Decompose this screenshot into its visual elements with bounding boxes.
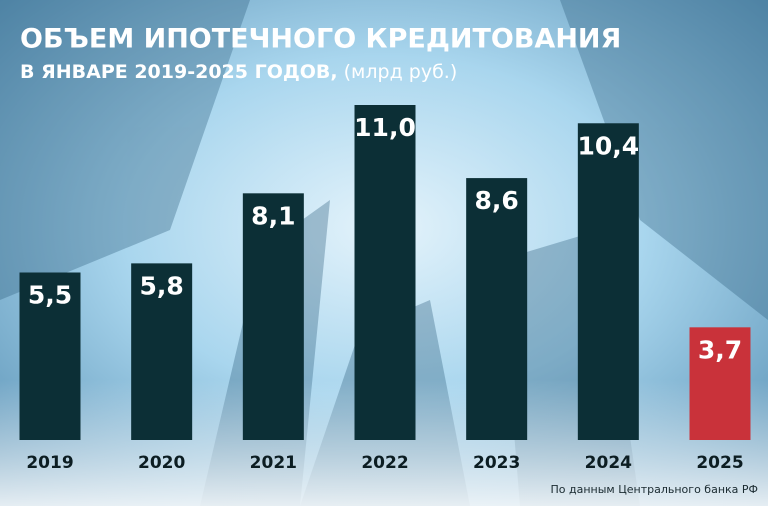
bar xyxy=(242,193,304,440)
x-tick-label: 2025 xyxy=(696,453,743,473)
chart-title: ОБЪЕМ ИПОТЕЧНОГО КРЕДИТОВАНИЯ xyxy=(20,24,621,55)
value-label: 10,4 xyxy=(577,131,639,160)
subtitle: В ЯНВАРЕ 2019-2025 ГОДОВ, xyxy=(20,61,338,83)
value-label: 8,6 xyxy=(475,186,519,215)
bar xyxy=(466,178,528,440)
value-label: 5,8 xyxy=(140,271,184,300)
x-tick-label: 2020 xyxy=(138,453,185,473)
value-label: 3,7 xyxy=(698,335,742,364)
x-tick-label: 2022 xyxy=(361,453,408,473)
value-label: 5,5 xyxy=(28,281,72,310)
x-tick-label: 2024 xyxy=(585,453,632,473)
bar xyxy=(577,123,639,440)
bar xyxy=(131,263,193,440)
x-tick-label: 2023 xyxy=(473,453,520,473)
bar xyxy=(19,272,81,440)
value-label: 11,0 xyxy=(354,113,416,142)
value-label: 8,1 xyxy=(251,201,295,230)
source: По данным Центрального банка РФ xyxy=(551,483,758,496)
chart-subtitle: В ЯНВАРЕ 2019-2025 ГОДОВ, (млрд руб.) xyxy=(20,61,457,83)
x-tick-label: 2019 xyxy=(26,453,73,473)
bar xyxy=(689,327,751,440)
unit: (млрд руб.) xyxy=(344,61,458,83)
x-tick-label: 2021 xyxy=(250,453,297,473)
bar xyxy=(354,105,416,440)
